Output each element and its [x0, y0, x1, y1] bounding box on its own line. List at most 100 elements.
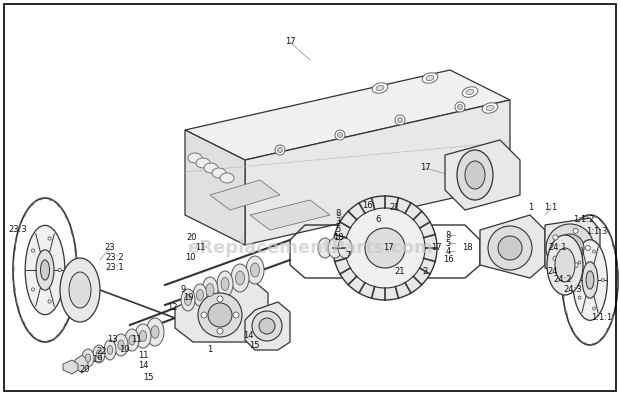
Ellipse shape — [318, 238, 332, 258]
Ellipse shape — [196, 158, 210, 168]
Ellipse shape — [93, 345, 105, 363]
Text: 8: 8 — [335, 209, 340, 218]
Text: 19: 19 — [92, 356, 102, 365]
Polygon shape — [185, 70, 510, 160]
Text: 1:1:3: 1:1:3 — [587, 228, 608, 237]
Circle shape — [345, 208, 425, 288]
Ellipse shape — [60, 258, 100, 322]
Text: 24:2: 24:2 — [554, 275, 572, 284]
Circle shape — [252, 311, 282, 341]
Circle shape — [48, 237, 51, 240]
Ellipse shape — [36, 250, 54, 290]
Text: 10: 10 — [119, 346, 129, 354]
Ellipse shape — [573, 240, 608, 320]
Text: 20: 20 — [187, 233, 197, 243]
Ellipse shape — [197, 290, 203, 301]
Ellipse shape — [555, 248, 575, 282]
Circle shape — [458, 105, 463, 109]
Ellipse shape — [107, 346, 113, 354]
Circle shape — [593, 307, 595, 310]
Circle shape — [488, 226, 532, 270]
Text: 17: 17 — [383, 243, 393, 252]
Circle shape — [333, 196, 437, 300]
Circle shape — [585, 246, 590, 250]
Ellipse shape — [212, 168, 226, 178]
Text: 24:1: 24:1 — [549, 243, 567, 252]
Circle shape — [233, 312, 239, 318]
Text: 22: 22 — [97, 348, 107, 357]
Circle shape — [208, 303, 232, 327]
Circle shape — [58, 268, 61, 272]
Ellipse shape — [146, 318, 164, 346]
Circle shape — [546, 224, 594, 272]
Text: 8: 8 — [445, 231, 451, 239]
Text: 7: 7 — [345, 250, 351, 260]
Ellipse shape — [151, 326, 159, 338]
Polygon shape — [245, 302, 290, 350]
Circle shape — [217, 296, 223, 302]
Text: 6: 6 — [375, 216, 381, 224]
Circle shape — [217, 328, 223, 334]
Text: 23:1: 23:1 — [105, 263, 125, 273]
Circle shape — [601, 278, 604, 281]
Circle shape — [32, 249, 35, 252]
Ellipse shape — [562, 215, 618, 345]
Circle shape — [397, 117, 402, 122]
Polygon shape — [245, 100, 510, 245]
Ellipse shape — [547, 235, 583, 295]
Circle shape — [201, 312, 207, 318]
Text: 23:2: 23:2 — [105, 254, 125, 263]
Polygon shape — [175, 278, 268, 342]
Circle shape — [335, 130, 345, 140]
Ellipse shape — [114, 334, 128, 356]
Text: 14: 14 — [243, 331, 253, 340]
Ellipse shape — [118, 340, 124, 350]
Text: 18: 18 — [462, 243, 472, 252]
Ellipse shape — [482, 103, 498, 113]
Ellipse shape — [206, 284, 214, 297]
Ellipse shape — [221, 278, 229, 290]
Ellipse shape — [86, 354, 91, 362]
Text: 10: 10 — [185, 254, 195, 263]
Ellipse shape — [250, 263, 260, 277]
Text: 1: 1 — [528, 203, 534, 213]
Circle shape — [259, 318, 275, 334]
Circle shape — [32, 288, 35, 291]
Ellipse shape — [426, 75, 434, 81]
Ellipse shape — [220, 173, 234, 183]
Polygon shape — [75, 355, 88, 373]
Text: 17: 17 — [431, 243, 441, 252]
Ellipse shape — [217, 271, 233, 297]
Ellipse shape — [465, 161, 485, 189]
Text: 24: 24 — [547, 267, 558, 276]
Ellipse shape — [457, 150, 493, 200]
Polygon shape — [480, 215, 545, 278]
Text: 9: 9 — [180, 286, 185, 295]
Ellipse shape — [181, 289, 195, 311]
Text: 13: 13 — [107, 335, 117, 344]
Circle shape — [553, 235, 558, 240]
Ellipse shape — [185, 295, 192, 305]
Ellipse shape — [466, 89, 474, 95]
Text: 23: 23 — [105, 243, 115, 252]
Ellipse shape — [13, 198, 77, 342]
Text: 5: 5 — [445, 239, 451, 248]
Text: 3: 3 — [335, 218, 340, 226]
Text: 19: 19 — [183, 293, 193, 303]
Ellipse shape — [202, 277, 218, 303]
Text: eReplacementParts.com: eReplacementParts.com — [187, 239, 433, 257]
Ellipse shape — [376, 85, 384, 90]
Text: 15: 15 — [143, 374, 153, 382]
Circle shape — [395, 115, 405, 125]
Text: 1:1:2: 1:1:2 — [574, 216, 595, 224]
Circle shape — [365, 228, 405, 268]
Polygon shape — [250, 200, 330, 230]
Text: 5: 5 — [335, 226, 340, 235]
Text: 18: 18 — [333, 233, 343, 243]
Circle shape — [275, 145, 285, 155]
Text: 1:1:1: 1:1:1 — [591, 314, 613, 322]
Circle shape — [48, 300, 51, 303]
Ellipse shape — [69, 272, 91, 308]
Ellipse shape — [422, 73, 438, 83]
Circle shape — [498, 236, 522, 260]
